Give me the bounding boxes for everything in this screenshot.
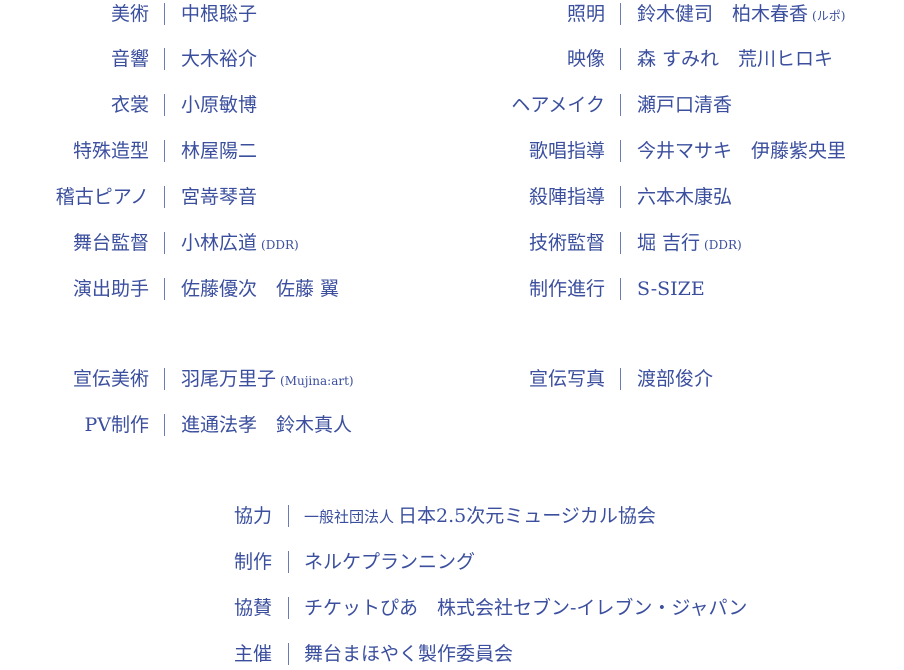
credit-name: 一般社団法人 日本2.5次元ミュージカル協会 — [304, 504, 656, 529]
credit-role: 主催 — [233, 643, 272, 665]
credit-name: 六本木康弘 — [637, 185, 732, 209]
credit-role: 制作進行 — [528, 278, 605, 300]
credit-name: 舞台まほやく製作委員会 — [304, 642, 513, 666]
divider — [288, 597, 289, 619]
credit-value: 小原敏博 — [181, 94, 258, 116]
credit-role: 稽古ピアノ — [55, 186, 149, 208]
divider — [164, 94, 165, 116]
credit-value: S-SIZE — [637, 278, 705, 300]
credit-value: 林屋陽二 — [181, 140, 258, 162]
credit-note: (DDR) — [261, 238, 299, 252]
credit-role: PV制作 — [84, 414, 149, 436]
credit-name: 宮嵜琴音 — [181, 185, 257, 209]
credit-name: 佐藤優次 佐藤 翼 — [181, 277, 339, 301]
credit-value: 宮嵜琴音 — [181, 186, 258, 208]
divider — [164, 278, 165, 300]
credit-value: 進通法孝 鈴木真人 — [181, 414, 353, 436]
divider — [620, 232, 621, 254]
divider — [620, 94, 621, 116]
credit-value: 堀 吉行 — [637, 232, 701, 254]
credit-role: ヘアメイク — [511, 94, 605, 116]
credit-role: 美術 — [110, 3, 149, 25]
credit-value: 小林広道 — [181, 232, 258, 254]
credit-name: 小原敏博 — [181, 93, 257, 117]
credit-role: 歌唱指導 — [528, 140, 605, 162]
credit-role: 特殊造型 — [72, 140, 149, 162]
credit-note: (DDR) — [704, 238, 742, 252]
credit-name: 瀬戸口清香 — [637, 93, 732, 117]
divider — [620, 186, 621, 208]
credit-name: 羽尾万里子 (Mujina:art) — [181, 367, 354, 393]
divider — [164, 3, 165, 25]
divider — [164, 232, 165, 254]
credit-value: 日本2.5次元ミュージカル協会 — [398, 505, 656, 527]
credit-role: 制作 — [233, 551, 272, 573]
credit-note: (ルポ) — [812, 9, 846, 23]
credit-name: 大木裕介 — [181, 47, 257, 71]
credit-name: 堀 吉行 (DDR) — [637, 231, 742, 257]
divider — [288, 643, 289, 665]
divider — [164, 48, 165, 70]
credit-role: 殺陣指導 — [528, 186, 605, 208]
credit-note: (Mujina:art) — [280, 374, 354, 388]
credit-value: ネルケプランニング — [304, 551, 476, 573]
credit-role: 映像 — [566, 48, 605, 70]
credit-role: 音響 — [110, 48, 149, 70]
divider — [164, 414, 165, 436]
credit-role: 舞台監督 — [72, 232, 149, 254]
credit-value: 舞台まほやく製作委員会 — [304, 643, 514, 665]
credit-value: 佐藤優次 佐藤 翼 — [181, 278, 340, 300]
credit-name: 林屋陽二 — [181, 139, 257, 163]
credit-name: 中根聡子 — [181, 2, 257, 26]
credit-value: 渡部俊介 — [637, 368, 714, 390]
credit-value: 羽尾万里子 — [181, 368, 277, 390]
credit-name: 今井マサキ 伊藤紫央里 — [637, 139, 846, 163]
credit-name: 進通法孝 鈴木真人 — [181, 413, 352, 437]
credit-value: 瀬戸口清香 — [637, 94, 733, 116]
credit-role: 協賛 — [233, 597, 272, 619]
credit-role: 協力 — [233, 505, 272, 527]
credit-value: 大木裕介 — [181, 48, 258, 70]
credit-role: 照明 — [566, 3, 605, 25]
divider — [620, 140, 621, 162]
credit-name: 小林広道 (DDR) — [181, 231, 299, 257]
credit-value: チケットぴあ 株式会社セブン-イレブン・ジャパン — [304, 597, 748, 619]
credit-name: ネルケプランニング — [304, 550, 475, 574]
credit-name: チケットぴあ 株式会社セブン-イレブン・ジャパン — [304, 596, 747, 620]
divider — [620, 48, 621, 70]
divider — [164, 186, 165, 208]
divider — [620, 3, 621, 25]
credit-role: 宣伝美術 — [72, 368, 149, 390]
credit-prefix: 一般社団法人 — [304, 508, 395, 526]
divider — [164, 368, 165, 390]
credit-name: 渡部俊介 — [637, 367, 713, 391]
credit-value: 鈴木健司 柏木春香 — [637, 3, 809, 25]
credit-name: 鈴木健司 柏木春香 (ルポ) — [637, 2, 845, 28]
credit-value: 今井マサキ 伊藤紫央里 — [637, 140, 847, 162]
divider — [620, 368, 621, 390]
credit-role: 衣裳 — [110, 94, 149, 116]
credit-role: 宣伝写真 — [528, 368, 605, 390]
credit-value: 中根聡子 — [181, 3, 258, 25]
divider — [620, 278, 621, 300]
credit-value: 六本木康弘 — [637, 186, 733, 208]
divider — [288, 551, 289, 573]
credit-name: S-SIZE — [637, 277, 705, 301]
divider — [288, 505, 289, 527]
credit-role: 技術監督 — [528, 232, 605, 254]
credit-value: 森 すみれ 荒川ヒロキ — [637, 48, 834, 70]
divider — [164, 140, 165, 162]
credit-name: 森 すみれ 荒川ヒロキ — [637, 47, 833, 71]
credit-role: 演出助手 — [72, 278, 149, 300]
